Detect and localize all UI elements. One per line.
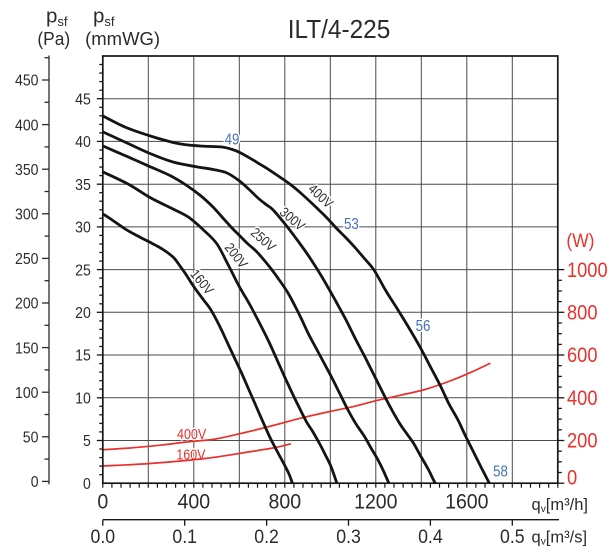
svg-text:200: 200 [15,296,39,313]
svg-text:0.5: 0.5 [500,527,525,548]
svg-text:45: 45 [75,91,91,108]
svg-text:0: 0 [31,474,39,491]
svg-text:qv[m³/s]: qv[m³/s] [532,529,588,548]
svg-text:40: 40 [75,134,91,151]
svg-text:300: 300 [15,207,39,224]
svg-text:800: 800 [269,490,302,513]
svg-text:0.2: 0.2 [254,527,279,548]
svg-text:400: 400 [15,117,39,134]
svg-text:150: 150 [15,340,39,357]
svg-text:35: 35 [75,177,91,194]
svg-text:400V: 400V [177,427,206,443]
svg-text:0: 0 [97,490,108,513]
svg-text:50: 50 [23,430,39,447]
svg-text:1000: 1000 [567,259,608,282]
svg-text:250: 250 [15,251,39,268]
svg-text:100: 100 [15,385,39,402]
svg-text:49: 49 [225,131,240,148]
svg-text:0: 0 [83,476,91,493]
svg-text:350: 350 [15,162,39,179]
svg-text:20: 20 [75,305,91,322]
svg-text:qv[m³/h]: qv[m³/h] [532,496,588,515]
svg-text:0.0: 0.0 [91,527,116,548]
svg-text:25: 25 [75,262,91,279]
svg-text:(Pa): (Pa) [37,28,70,49]
svg-text:53: 53 [344,216,359,233]
svg-text:1600: 1600 [445,490,488,513]
svg-text:0: 0 [567,467,577,490]
svg-text:400: 400 [178,490,211,513]
svg-text:1200: 1200 [354,490,397,513]
svg-text:800: 800 [567,302,598,325]
svg-text:450: 450 [15,73,39,90]
svg-text:ILT/4-225: ILT/4-225 [288,16,391,44]
svg-text:30: 30 [75,220,91,237]
svg-text:0.1: 0.1 [172,527,197,548]
svg-text:(mmWG): (mmWG) [85,28,160,49]
svg-text:0.4: 0.4 [418,527,443,548]
svg-text:0.3: 0.3 [336,527,361,548]
svg-text:58: 58 [493,464,508,481]
svg-text:5: 5 [83,433,91,450]
svg-text:600: 600 [567,344,598,367]
svg-text:15: 15 [75,348,91,365]
svg-text:56: 56 [416,318,431,335]
svg-text:10: 10 [75,391,91,408]
svg-text:400: 400 [567,387,598,410]
svg-text:(W): (W) [566,231,594,252]
svg-text:200: 200 [567,430,598,453]
